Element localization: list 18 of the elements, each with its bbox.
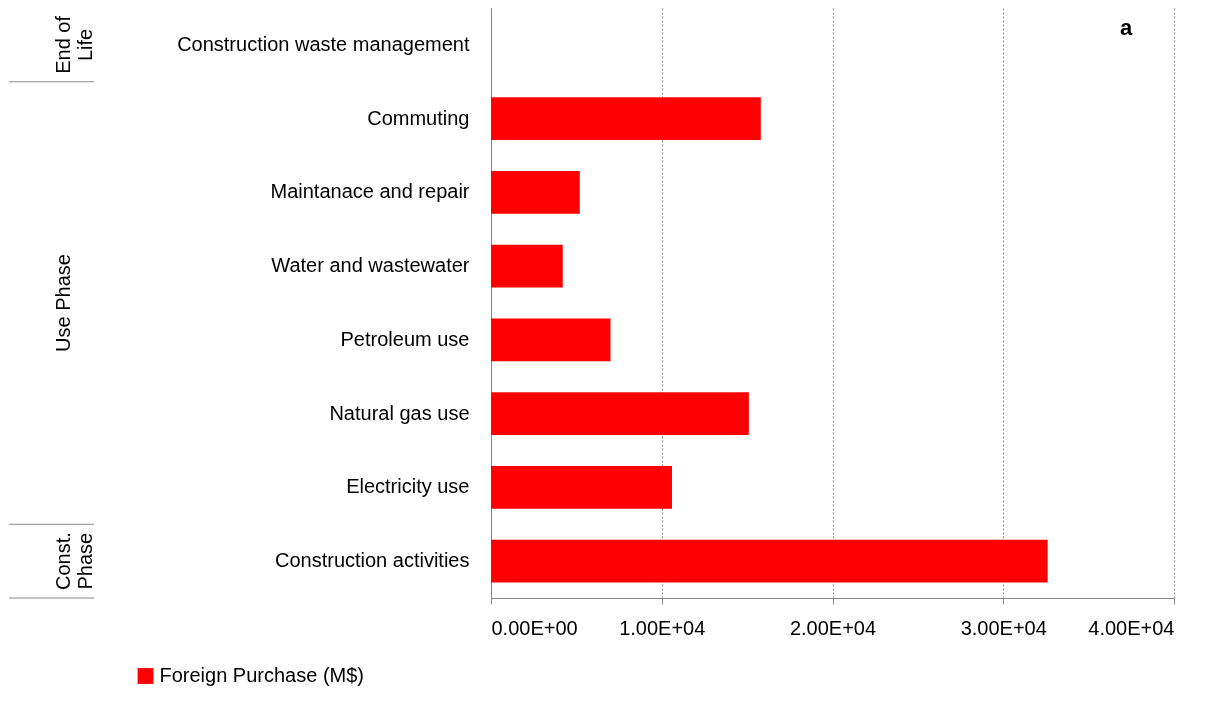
x-tick-label: 3.00E+04: [960, 616, 1047, 639]
y-tick-label: Natural gas use: [329, 401, 470, 424]
text: End of Life: [52, 15, 96, 74]
y-tick-label: Petroleum use: [340, 327, 470, 350]
legend-label: Foreign Purchase (M$): [159, 664, 365, 686]
x-tick-label: 1.00E+04: [619, 616, 706, 639]
y-tick-label: Commuting: [367, 106, 470, 129]
annotation: a: [1119, 15, 1133, 40]
x-tick-label: 4.00E+04: [1088, 616, 1175, 639]
text: Use Phase: [52, 254, 74, 352]
y-tick-label: Construction waste management: [177, 32, 470, 55]
text: Const. Phase: [52, 532, 96, 591]
y-tick-label: Electricity use: [346, 475, 470, 498]
x-tick-label: 2.00E+04: [789, 616, 877, 639]
x-tick-label: 0.00E+00: [491, 616, 578, 639]
y-tick-label: Maintanace and repair: [270, 180, 470, 203]
y-tick-label: Construction activities: [274, 549, 470, 572]
y-tick-label: Water and wastewater: [271, 254, 470, 277]
